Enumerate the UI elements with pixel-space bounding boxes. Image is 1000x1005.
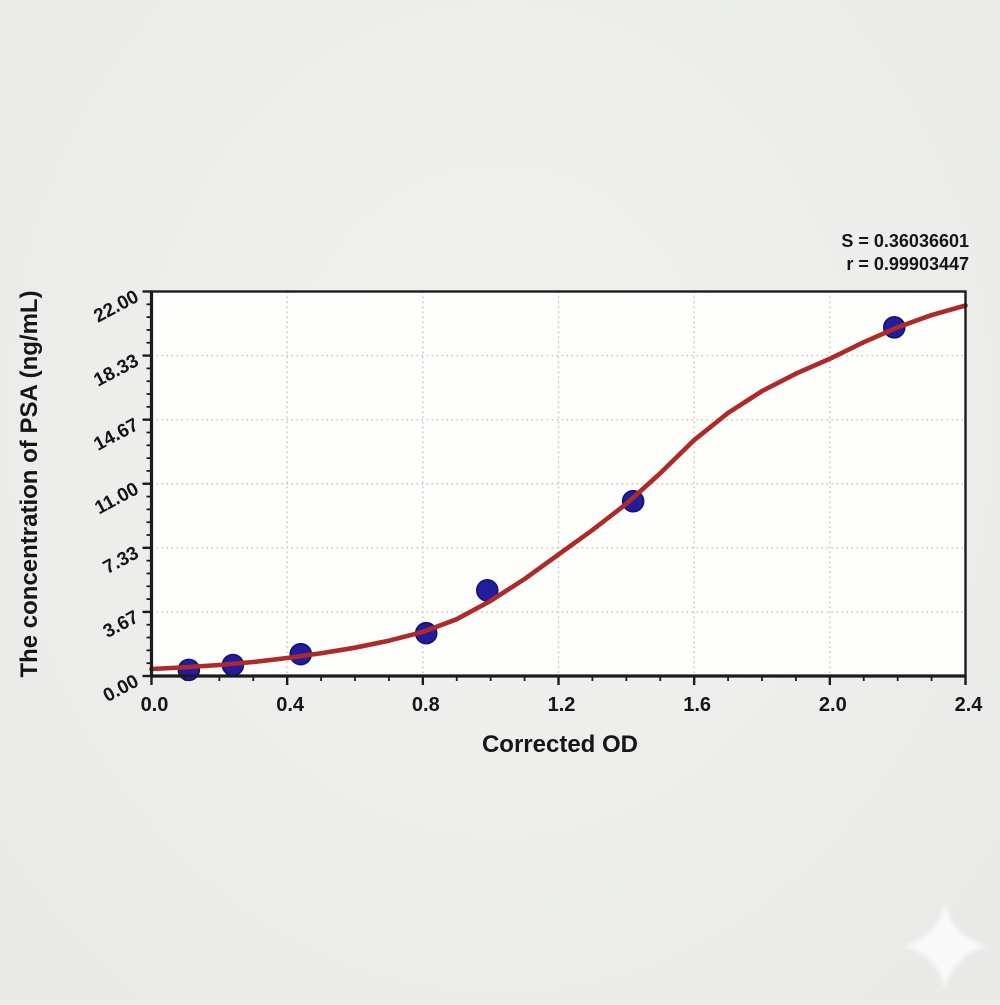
tick-layer	[142, 290, 967, 685]
x-tick-labels: 0.0 0.4 0.8 1.2 1.6 2.0 2.4	[141, 694, 984, 716]
y-tick-label: 11.00	[91, 479, 142, 519]
y-tick-label: 7.33	[100, 543, 143, 579]
y-tick-label: 0.00	[100, 671, 143, 707]
x-tick-label: 2.0	[819, 694, 847, 716]
x-tick-label: 0.0	[141, 694, 169, 716]
y-tick-labels: 0.00 3.67 7.33 11.00 14.67 18.33 22.00	[91, 286, 143, 706]
x-tick-label: 1.2	[548, 694, 576, 716]
plot-area	[151, 291, 966, 676]
x-tick-label: 0.4	[276, 694, 305, 716]
fit-curve-line	[149, 303, 968, 672]
y-axis-title: The concentration of PSA (ng/mL)	[16, 290, 43, 677]
x-tick-label: 2.4	[955, 694, 984, 716]
y-tick-label: 14.67	[91, 415, 143, 456]
sparkle-watermark-icon	[903, 902, 988, 990]
stat-s-value: S = 0.36036601	[841, 231, 969, 251]
y-tick-label: 18.33	[91, 350, 143, 391]
x-tick-label: 0.8	[412, 694, 440, 716]
stat-r-value: r = 0.99903447	[846, 254, 969, 274]
grid-layer	[151, 291, 966, 676]
y-tick-label: 3.67	[100, 607, 143, 643]
x-tick-label: 1.6	[683, 694, 711, 716]
y-tick-label: 22.00	[91, 286, 143, 327]
x-axis-title: Corrected OD	[482, 731, 638, 758]
